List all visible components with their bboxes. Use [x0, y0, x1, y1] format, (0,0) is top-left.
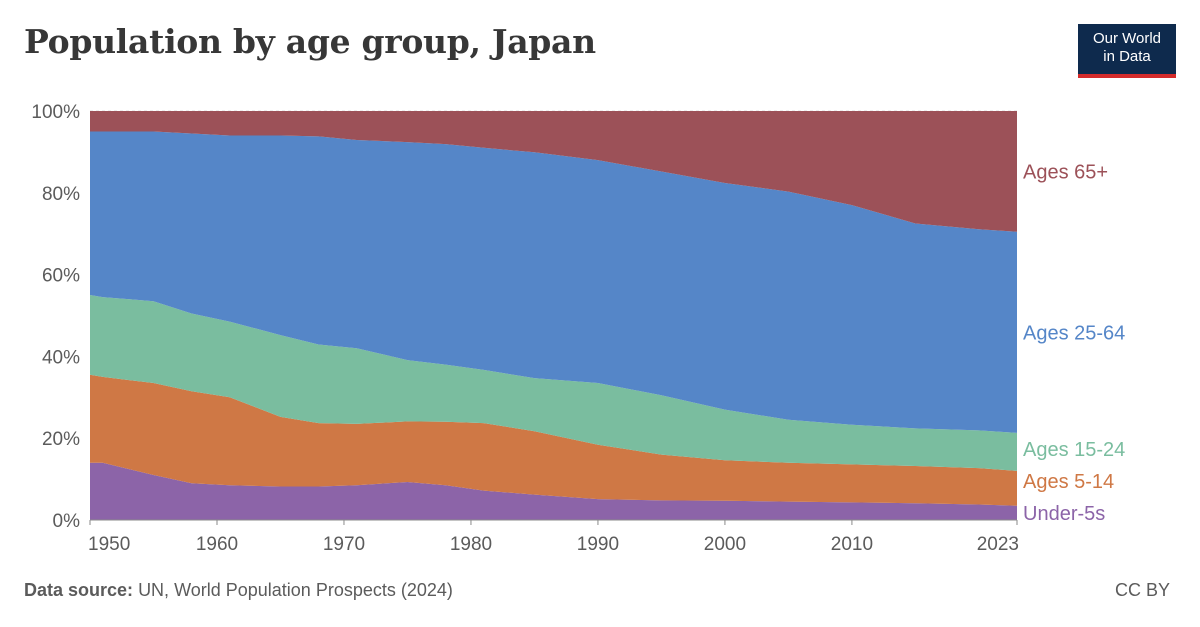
- owid-logo[interactable]: Our World in Data: [1078, 24, 1176, 78]
- y-axis-ticks: 0% 20% 40% 60% 80% 100%: [31, 102, 80, 532]
- area-ages-25-64[interactable]: [90, 131, 1017, 433]
- license-link[interactable]: CC BY: [1114, 580, 1170, 600]
- area-ages-5-14[interactable]: [90, 374, 1017, 506]
- logo-line-1: Our World: [1092, 30, 1162, 47]
- series-label-ages-5-14: Ages 5-14: [1023, 471, 1114, 493]
- area-under-5s[interactable]: [90, 462, 1017, 520]
- x-tick-label: 2010: [831, 534, 873, 555]
- x-tick-label: 1960: [196, 534, 238, 555]
- x-tick-label: 2023: [977, 534, 1019, 555]
- x-tick-label: 2000: [704, 534, 746, 555]
- x-tick-label: 1950: [88, 534, 130, 555]
- series-label-under-5s: Under-5s: [1023, 503, 1105, 525]
- series-labels: Under-5s Ages 5-14 Ages 15-24 Ages 25-64 Age…: [1023, 161, 1125, 525]
- area-ages-15-24[interactable]: [90, 295, 1017, 471]
- series-label-ages-25-64: Ages 25-64: [1023, 322, 1125, 344]
- y-tick-label: 0%: [53, 511, 81, 532]
- data-source-text: UN, World Population Prospects (2024): [138, 580, 453, 600]
- logo-line-2: in Data: [1103, 48, 1151, 65]
- data-source-label: Data source:: [24, 580, 134, 600]
- x-tick-label: 1990: [577, 534, 619, 555]
- series-label-ages-15-24: Ages 15-24: [1023, 439, 1125, 461]
- x-axis-ticks: 1950 1960 1970 1980 1990 2000 2010 2023: [88, 519, 1019, 555]
- chart-title: Population by age group, Japan: [24, 22, 596, 61]
- y-tick-label: 20%: [42, 429, 80, 450]
- x-tick-label: 1980: [450, 534, 492, 555]
- y-tick-label: 40%: [42, 347, 80, 368]
- y-tick-label: 80%: [42, 184, 80, 205]
- area-series: [90, 111, 1017, 520]
- data-source: Data source: UN, World Population Prospe…: [24, 580, 453, 601]
- series-label-ages-65-: Ages 65+: [1023, 161, 1108, 183]
- y-tick-label: 60%: [42, 266, 80, 287]
- x-tick-label: 1970: [323, 534, 365, 555]
- y-tick-label: 100%: [31, 102, 80, 123]
- area-ages-65-[interactable]: [90, 111, 1017, 232]
